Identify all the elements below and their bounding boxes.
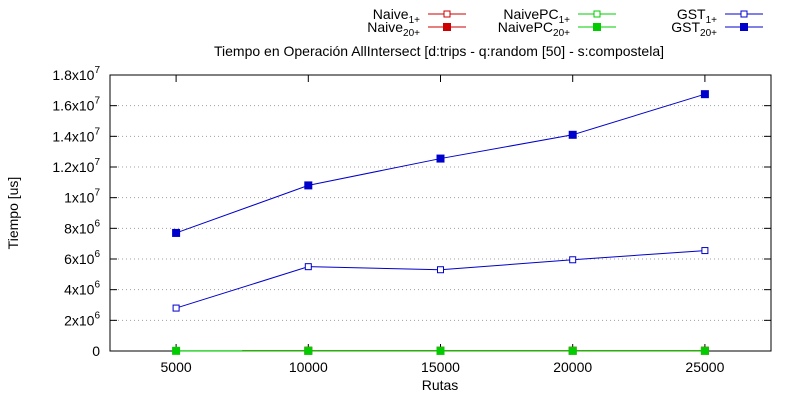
- plot-frame: [109, 74, 772, 352]
- data-point: [304, 263, 312, 271]
- y-tick-label: 1.4x107: [52, 126, 100, 144]
- data-point: [568, 346, 577, 355]
- data-point: [304, 346, 313, 355]
- data-point: [700, 346, 709, 355]
- legend-marker: [443, 10, 451, 18]
- y-tick-label: 4x106: [64, 280, 100, 298]
- data-point: [304, 181, 313, 190]
- data-point: [436, 346, 445, 355]
- grid-lines: [110, 105, 771, 321]
- legend-marker: [443, 23, 451, 31]
- x-tick-label: 5000: [161, 359, 192, 375]
- data-point: [172, 228, 181, 237]
- x-tick-label: 25000: [685, 359, 724, 375]
- data-point: [568, 130, 577, 139]
- legend-marker: [593, 10, 601, 18]
- chart-title: Tiempo en Operación AllIntersect [d:trip…: [214, 43, 664, 59]
- y-tick-label: 6x106: [64, 249, 100, 267]
- legend-item-gst-1: GST1+: [677, 6, 763, 26]
- data-point: [172, 346, 181, 355]
- data-point: [172, 304, 180, 312]
- legend-item-gst-20: GST20+: [671, 19, 763, 39]
- legend-item-naivepc-1: NaivePC1+: [503, 6, 616, 26]
- legend-label: GST20+: [671, 19, 717, 39]
- y-tick-label: 0: [92, 343, 100, 359]
- y-tick-label: 8x106: [64, 218, 100, 236]
- data-point: [700, 90, 709, 99]
- y-tick-label: 1.6x107: [52, 96, 100, 114]
- x-tick-label: 10000: [289, 359, 328, 375]
- y-tick-label: 1.2x107: [52, 157, 100, 175]
- x-axis-title: Rutas: [422, 377, 459, 393]
- legend-label: NaivePC20+: [498, 19, 570, 39]
- y-tick-label: 1x107: [64, 188, 100, 206]
- legend-label: GST1+: [677, 6, 717, 26]
- legend-label: Naive1+: [373, 6, 420, 26]
- legend: Naive1+Naive20+ NaivePC1+NaivePC20+ GST1+G…: [367, 6, 763, 39]
- series-gst-1: [172, 247, 709, 312]
- legend-marker: [740, 10, 748, 18]
- series-group: [172, 90, 709, 355]
- data-point: [437, 266, 444, 274]
- legend-label: NaivePC1+: [503, 6, 570, 26]
- x-tick-label: 15000: [421, 359, 460, 375]
- legend-item-naivepc-20: NaivePC20+: [498, 19, 616, 39]
- y-tick-label: 1.8x107: [52, 65, 100, 83]
- legend-item-naive-1: Naive1+: [373, 6, 466, 26]
- series-line: [175, 93, 706, 234]
- legend-item-naive-20: Naive20+: [367, 19, 466, 39]
- series-gst-20: [172, 90, 709, 237]
- legend-marker: [593, 23, 601, 31]
- y-tick-label: 2x106: [64, 310, 100, 328]
- data-point: [701, 247, 709, 255]
- y-axis: 0 2x106 4x106 6x106 8x106 1x107 1.2x107 1.4x107…: [52, 65, 771, 359]
- data-point: [569, 256, 577, 264]
- x-axis: 5000 10000 15000 20000 25000: [161, 75, 725, 375]
- series-line: [175, 250, 705, 309]
- series-naivepc-20: [172, 346, 709, 355]
- y-axis-title: Tiempo [us]: [5, 177, 21, 250]
- data-point: [436, 154, 445, 163]
- legend-label: Naive20+: [367, 19, 420, 39]
- x-tick-label: 20000: [553, 359, 592, 375]
- legend-marker: [740, 23, 748, 31]
